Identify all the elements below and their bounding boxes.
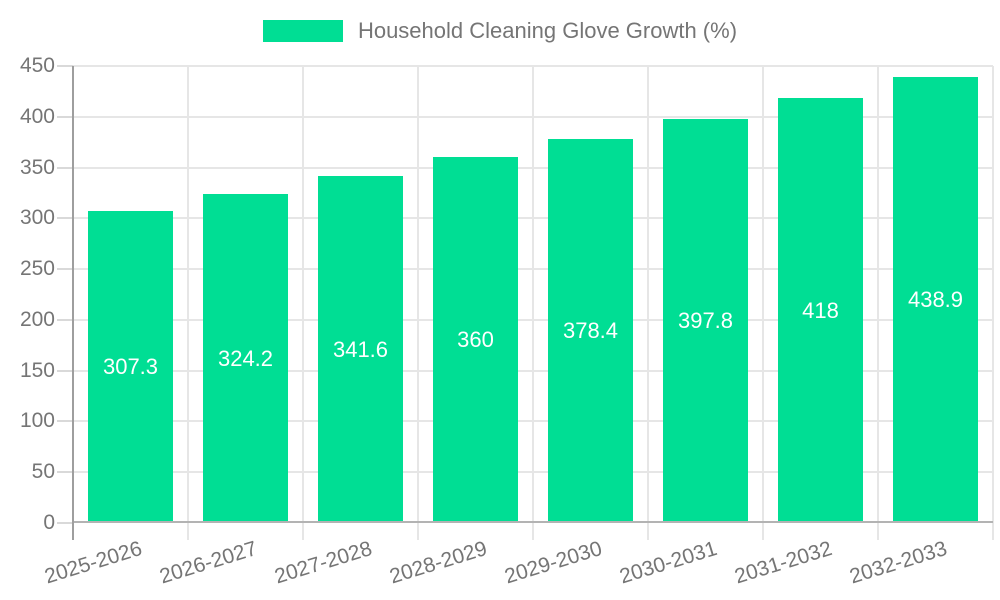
bar-2026-2027[interactable]: 324.2 bbox=[203, 194, 288, 523]
y-tick-label: 450 bbox=[19, 54, 55, 77]
bar-2028-2029[interactable]: 360 bbox=[433, 157, 518, 523]
legend-swatch-icon bbox=[262, 20, 343, 42]
y-axis-tick bbox=[57, 268, 73, 271]
x-axis-line bbox=[73, 521, 993, 523]
y-axis-line bbox=[72, 66, 74, 540]
y-axis-tick bbox=[57, 217, 73, 220]
y-tick-label: 200 bbox=[19, 307, 55, 331]
bar-2025-2026[interactable]: 307.3 bbox=[88, 211, 173, 523]
v-gridline bbox=[992, 66, 994, 540]
y-tick-label: 250 bbox=[19, 257, 55, 281]
bar-value-label: 418 bbox=[802, 297, 839, 323]
y-axis-tick bbox=[57, 318, 73, 321]
v-gridline bbox=[532, 66, 534, 540]
bar-2029-2030[interactable]: 378.4 bbox=[548, 139, 633, 523]
y-axis-tick bbox=[57, 369, 73, 372]
bar-value-label: 360 bbox=[457, 327, 494, 352]
bar-value-label: 378.4 bbox=[562, 318, 619, 343]
bar-2030-2031[interactable]: 397.8 bbox=[663, 119, 748, 523]
y-tick-label: 300 bbox=[19, 206, 55, 230]
y-axis-tick bbox=[57, 420, 73, 423]
v-gridline bbox=[187, 66, 189, 540]
bar-value-label: 324.2 bbox=[217, 345, 274, 371]
bar-2031-2032[interactable]: 418 bbox=[778, 98, 863, 523]
bar-value-label: 397.8 bbox=[677, 308, 734, 333]
plot-area: 307.3 324.2 341.6 360 378.4 397.8 418 438.9 bbox=[73, 65, 993, 523]
bar-value-label: 341.6 bbox=[332, 336, 389, 362]
y-tick-label: 100 bbox=[19, 409, 55, 433]
v-gridline bbox=[647, 66, 649, 540]
y-tick-label: 400 bbox=[19, 104, 55, 128]
y-tick-label: 150 bbox=[19, 358, 55, 382]
y-axis-tick bbox=[57, 471, 73, 474]
v-gridline bbox=[877, 66, 879, 540]
v-gridline bbox=[762, 66, 764, 540]
bar-2027-2028[interactable]: 341.6 bbox=[318, 176, 403, 523]
bar-value-label: 307.3 bbox=[102, 354, 159, 379]
bar-value-label: 438.9 bbox=[907, 287, 964, 312]
y-tick-label: 50 bbox=[31, 460, 55, 484]
legend[interactable]: Household Cleaning Glove Growth (%) bbox=[0, 18, 1000, 44]
y-tick-label: 0 bbox=[43, 511, 55, 534]
y-tick-label: 350 bbox=[19, 155, 55, 179]
y-axis-tick bbox=[57, 166, 73, 169]
y-axis-tick bbox=[57, 522, 73, 524]
legend-label: Household Cleaning Glove Growth (%) bbox=[357, 18, 738, 43]
bar-2032-2033[interactable]: 438.9 bbox=[893, 77, 978, 523]
y-axis-tick bbox=[57, 65, 73, 67]
v-gridline bbox=[302, 66, 304, 540]
v-gridline bbox=[417, 66, 419, 540]
y-axis-tick bbox=[57, 115, 73, 118]
